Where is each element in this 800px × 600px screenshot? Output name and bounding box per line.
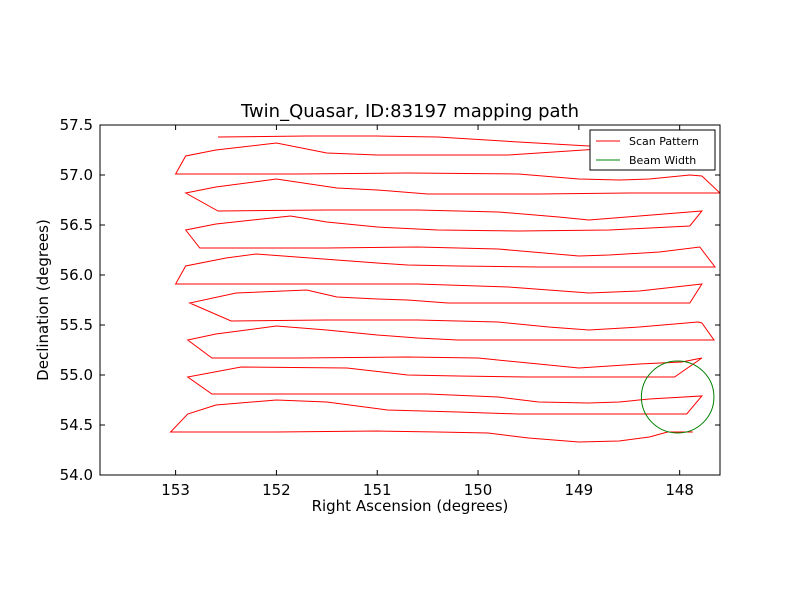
x-axis-label: Right Ascension (degrees) bbox=[312, 497, 509, 515]
y-tick-label: 56.5 bbox=[60, 216, 93, 234]
x-tick-label: 150 bbox=[464, 481, 493, 499]
x-axis-ticks: 153 152 151 150 149 148 bbox=[161, 125, 694, 499]
y-tick-label: 54.5 bbox=[60, 416, 93, 434]
plot-frame bbox=[99, 124, 721, 476]
y-tick-label: 54.0 bbox=[60, 466, 93, 484]
y-axis-label: Declination (degrees) bbox=[34, 219, 52, 381]
y-tick-label: 57.5 bbox=[60, 116, 93, 134]
legend-box bbox=[589, 129, 716, 171]
x-tick-label: 151 bbox=[363, 481, 392, 499]
x-tick-label: 148 bbox=[665, 481, 694, 499]
plot-data-layer bbox=[169, 135, 720, 443]
y-axis-ticks: 54.0 54.5 55.0 55.5 56.0 56.5 57.0 57.5 bbox=[60, 116, 720, 484]
scan-pattern-line bbox=[169, 135, 720, 443]
legend-label-scan-pattern: Scan Pattern bbox=[629, 135, 699, 148]
legend: Scan Pattern Beam Width bbox=[589, 129, 716, 171]
chart-title: Twin_Quasar, ID:83197 mapping path bbox=[240, 101, 579, 122]
y-tick-label: 55.5 bbox=[60, 316, 93, 334]
x-tick-label: 149 bbox=[565, 481, 594, 499]
x-tick-label: 153 bbox=[161, 481, 190, 499]
y-tick-label: 55.0 bbox=[60, 366, 93, 384]
y-tick-label: 56.0 bbox=[60, 266, 93, 284]
legend-label-beam-width: Beam Width bbox=[629, 154, 696, 167]
beam-width-circle bbox=[640, 360, 715, 434]
x-tick-label: 152 bbox=[262, 481, 291, 499]
y-tick-label: 57.0 bbox=[60, 166, 93, 184]
